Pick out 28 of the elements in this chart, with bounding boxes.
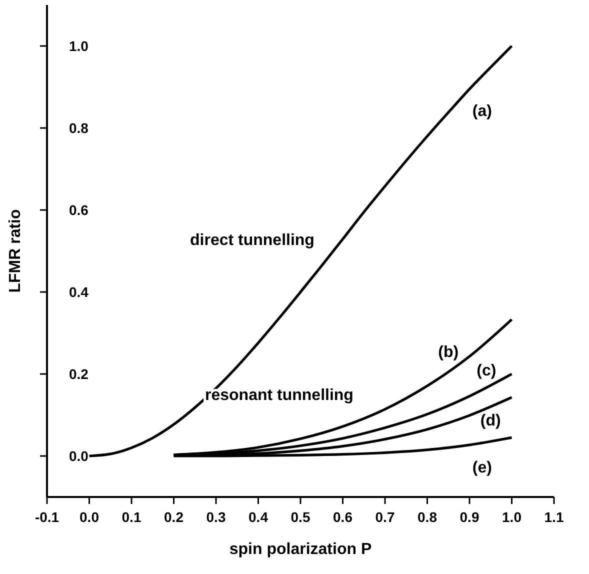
x-tick-label: 0.5	[290, 509, 310, 525]
x-tick-label: -0.1	[34, 509, 60, 525]
x-tick-label: 0.3	[206, 509, 226, 525]
series-label: (a)	[472, 103, 492, 120]
x-tick-label: 0.7	[375, 509, 395, 525]
x-axis-title: spin polarization P	[229, 541, 372, 558]
x-tick-label: 0.0	[80, 509, 100, 525]
y-tick-label: 0.0	[69, 448, 89, 464]
series-label: (c)	[476, 362, 496, 380]
x-tick-label: 0.4	[248, 509, 268, 525]
y-axis-title: LFMR ratio	[7, 209, 24, 293]
x-tick-label: 0.6	[333, 509, 353, 525]
series-label: (e)	[472, 460, 492, 477]
series-label: (b)	[438, 344, 459, 362]
x-tick-label: 0.8	[418, 509, 438, 525]
x-tick-label: 1.1	[544, 509, 564, 525]
x-tick-label: 0.2	[164, 509, 184, 525]
x-tick-label: 1.0	[502, 509, 522, 525]
y-tick-label: 0.8	[69, 120, 89, 136]
y-tick-label: 0.6	[69, 202, 89, 218]
y-tick-label: 1.0	[69, 38, 89, 54]
x-tick-label: 0.1	[122, 509, 142, 525]
y-tick-label: 0.2	[69, 366, 89, 382]
series-label: (d)	[480, 412, 501, 430]
annotation: resonant tunnelling	[205, 387, 354, 404]
x-tick-label: 0.9	[460, 509, 480, 525]
annotation: direct tunnelling	[190, 232, 314, 249]
y-tick-label: 0.4	[69, 284, 89, 300]
